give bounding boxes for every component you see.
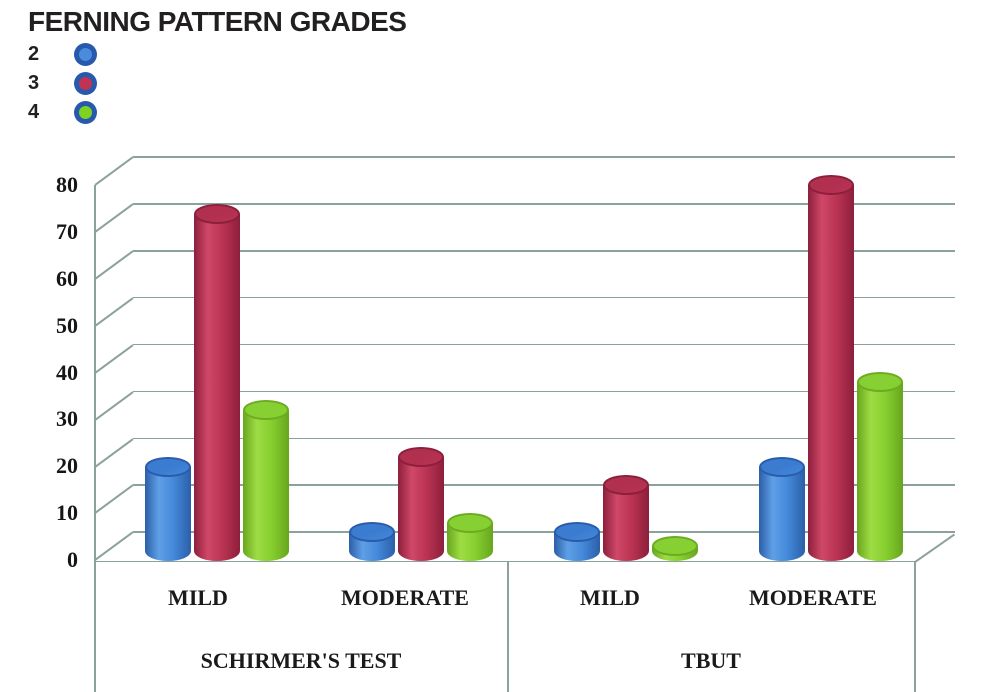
cylinder-top-ellipse: [145, 456, 191, 477]
gridline-left-wall: [94, 531, 134, 561]
gridline-back-wall: [133, 203, 955, 205]
gridline-back-wall: [133, 484, 955, 486]
legend-marker-fill: [79, 106, 92, 119]
cylinder-top-ellipse: [554, 522, 600, 543]
gridline-back-wall: [133, 437, 955, 439]
cylinder-bar-grade2-mild-2: [554, 522, 600, 561]
cylinder-bar-grade4-moderate-1: [447, 512, 493, 561]
legend-row-grade-3: 3: [28, 69, 97, 98]
gridline-back-wall: [133, 343, 955, 346]
legend-label: 4: [28, 101, 40, 123]
cylinder-bar-grade3-moderate-1: [398, 447, 444, 561]
gridline-left-wall: [94, 390, 134, 420]
cylinder-bar-grade4-mild-0: [243, 400, 289, 561]
category-divider-right: [914, 562, 916, 692]
gridline-back-wall: [133, 250, 955, 252]
legend-marker-icon: [74, 43, 97, 66]
category-label-mild-2: MILD: [580, 585, 640, 610]
y-tick-label: 80: [56, 172, 78, 197]
category-divider-middle: [507, 562, 509, 692]
gridline-left-wall: [94, 203, 134, 233]
gridline-left-wall: [94, 297, 134, 327]
y-tick-label: 40: [56, 359, 78, 385]
cylinder-bar-grade3-mild-0: [194, 203, 240, 561]
x-axis-floor-front-edge: [95, 560, 915, 562]
cylinder-body: [759, 466, 805, 561]
cylinder-body: [145, 466, 191, 561]
y-tick-label: 0: [67, 547, 78, 572]
cylinder-body: [243, 410, 289, 561]
cylinder-top-ellipse: [398, 447, 444, 468]
category-label-moderate-1: MODERATE: [341, 585, 469, 610]
gridline-left-wall: [94, 437, 134, 467]
floor-right-edge: [914, 533, 955, 563]
cylinder-body: [857, 382, 903, 561]
y-tick-label: 60: [56, 265, 78, 291]
y-tick-label: 30: [56, 406, 78, 432]
cylinder-top-ellipse: [243, 400, 289, 421]
legend-marker-fill: [79, 48, 92, 61]
legend-label: 2: [28, 43, 40, 65]
legend-marker-fill: [79, 77, 92, 90]
cylinder-bar-grade4-moderate-3: [857, 372, 903, 561]
cylinder-bar-grade3-mild-2: [603, 475, 649, 561]
chart-title: FERNING PATTERN GRADES: [28, 6, 407, 37]
y-tick-label: 50: [56, 312, 78, 338]
cylinder-body: [398, 457, 444, 561]
cylinder-top-ellipse: [652, 536, 698, 557]
cylinder-body: [194, 213, 240, 561]
gridline-back-wall: [133, 296, 955, 299]
category-label-moderate-3: MODERATE: [749, 585, 877, 610]
cylinder-bar-grade2-moderate-1: [349, 522, 395, 561]
legend-marker-icon: [74, 101, 97, 124]
legend-label: 3: [28, 72, 40, 94]
legend-row-grade-4: 4: [28, 98, 97, 127]
cylinder-bar-grade3-moderate-3: [808, 175, 854, 561]
cylinder-bar-grade2-mild-0: [145, 456, 191, 561]
cylinder-top-ellipse: [349, 522, 395, 543]
gridline-back-wall: [133, 156, 955, 158]
cylinder-top-ellipse: [857, 372, 903, 393]
cylinder-body: [603, 485, 649, 561]
cylinder-bar-grade4-mild-2: [652, 536, 698, 561]
cylinder-bar-grade2-moderate-3: [759, 456, 805, 561]
y-axis-line: [94, 185, 96, 692]
gridline-back-wall: [133, 390, 955, 393]
cylinder-top-ellipse: [194, 203, 240, 224]
legend-marker-icon: [74, 72, 97, 95]
group-label-schirmers-test: SCHIRMER'S TEST: [200, 648, 402, 673]
y-tick-label: 10: [56, 500, 78, 526]
gridline-left-wall: [94, 343, 134, 374]
gridline-left-wall: [94, 156, 134, 186]
group-label-tbut: TBUT: [681, 648, 741, 673]
gridline-left-wall: [94, 250, 134, 280]
gridline-back-wall: [133, 531, 955, 533]
cylinder-top-ellipse: [603, 475, 649, 496]
cylinder-top-ellipse: [759, 456, 805, 477]
y-tick-label: 70: [56, 218, 78, 244]
y-tick-label: 20: [56, 453, 78, 479]
cylinder-body: [808, 185, 854, 561]
cylinder-top-ellipse: [808, 175, 854, 196]
cylinder-top-ellipse: [447, 512, 493, 533]
gridline-left-wall: [94, 484, 134, 514]
legend-row-grade-2: 2: [28, 40, 97, 69]
category-label-mild-0: MILD: [168, 585, 228, 610]
